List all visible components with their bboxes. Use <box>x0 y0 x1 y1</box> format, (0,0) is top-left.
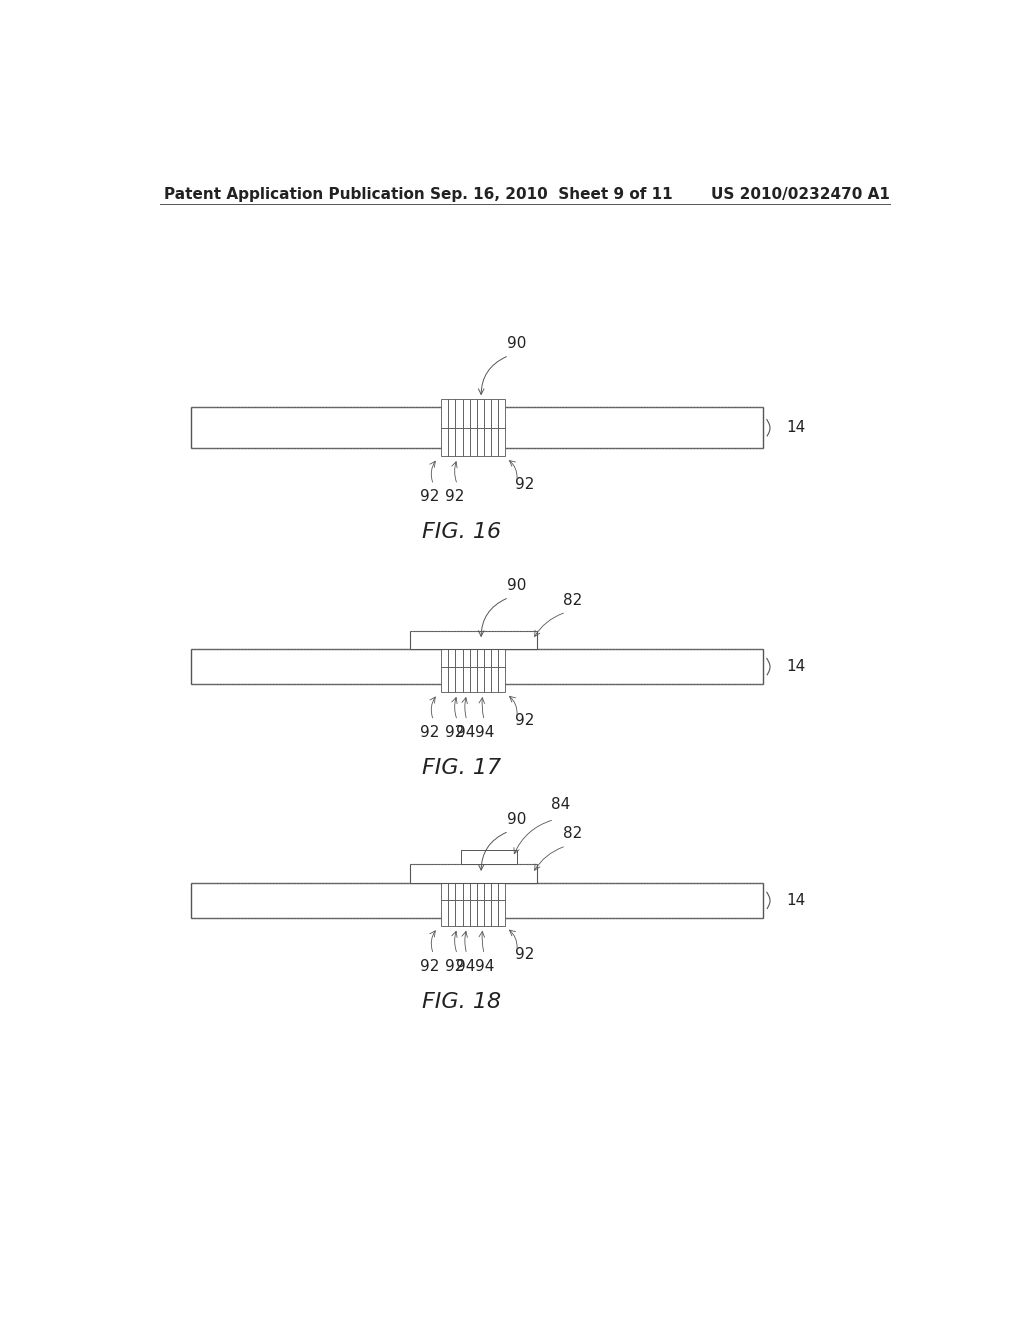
Text: 94: 94 <box>456 725 475 741</box>
Bar <box>492 875 499 900</box>
Bar <box>477 399 484 428</box>
Text: 94: 94 <box>456 958 475 974</box>
Text: FIG. 16: FIG. 16 <box>422 523 501 543</box>
Bar <box>191 883 763 919</box>
Bar <box>470 399 477 428</box>
Text: FIG. 18: FIG. 18 <box>422 993 501 1012</box>
Bar <box>463 900 470 925</box>
Bar <box>463 875 470 900</box>
Bar <box>191 649 763 684</box>
Text: 84: 84 <box>551 797 570 812</box>
Bar <box>456 399 463 428</box>
Text: Sep. 16, 2010  Sheet 9 of 11: Sep. 16, 2010 Sheet 9 of 11 <box>430 187 672 202</box>
Text: 92: 92 <box>515 946 535 962</box>
Bar <box>470 667 477 692</box>
Bar <box>441 428 449 457</box>
Text: 92: 92 <box>420 958 439 974</box>
Bar <box>456 900 463 925</box>
Bar <box>441 875 449 900</box>
Bar <box>492 399 499 428</box>
Text: 14: 14 <box>786 420 806 436</box>
Bar <box>191 408 763 447</box>
Bar <box>441 667 449 692</box>
Bar <box>499 667 506 692</box>
Bar <box>499 875 506 900</box>
Bar <box>456 428 463 457</box>
Bar <box>499 900 506 925</box>
Text: 92: 92 <box>515 477 535 492</box>
Bar <box>470 642 477 667</box>
Bar <box>463 399 470 428</box>
Text: 90: 90 <box>507 812 526 826</box>
Bar <box>463 642 470 667</box>
Bar <box>462 850 517 865</box>
Bar <box>484 399 492 428</box>
Text: 14: 14 <box>786 659 806 675</box>
Text: 92: 92 <box>420 725 439 741</box>
Text: 92: 92 <box>420 490 439 504</box>
Bar <box>456 875 463 900</box>
Bar <box>492 900 499 925</box>
Bar <box>492 428 499 457</box>
Text: 92: 92 <box>515 713 535 727</box>
Text: 92: 92 <box>445 490 465 504</box>
Bar <box>463 667 470 692</box>
Bar <box>449 900 456 925</box>
Bar <box>484 642 492 667</box>
Bar <box>456 642 463 667</box>
Bar <box>470 900 477 925</box>
Text: 94: 94 <box>475 725 494 741</box>
Bar <box>410 865 537 883</box>
Bar <box>477 428 484 457</box>
Text: 92: 92 <box>445 725 465 741</box>
Bar <box>449 428 456 457</box>
Text: US 2010/0232470 A1: US 2010/0232470 A1 <box>711 187 890 202</box>
Bar <box>499 642 506 667</box>
Text: 82: 82 <box>563 593 582 607</box>
Bar <box>470 875 477 900</box>
Bar <box>484 428 492 457</box>
Bar <box>484 667 492 692</box>
Bar <box>441 900 449 925</box>
Bar <box>477 875 484 900</box>
Bar <box>449 875 456 900</box>
Bar <box>492 667 499 692</box>
Bar <box>449 642 456 667</box>
Text: Patent Application Publication: Patent Application Publication <box>164 187 425 202</box>
Bar <box>492 642 499 667</box>
Bar <box>441 642 449 667</box>
Text: 92: 92 <box>445 958 465 974</box>
Bar <box>499 399 506 428</box>
Bar <box>470 428 477 457</box>
Bar <box>484 875 492 900</box>
Bar <box>477 900 484 925</box>
Bar <box>499 428 506 457</box>
Text: FIG. 17: FIG. 17 <box>422 758 501 779</box>
Text: 94: 94 <box>475 958 494 974</box>
Bar <box>441 399 449 428</box>
Bar <box>463 428 470 457</box>
Bar <box>477 642 484 667</box>
Text: 82: 82 <box>563 826 582 841</box>
Bar <box>449 399 456 428</box>
Text: 14: 14 <box>786 892 806 908</box>
Text: 90: 90 <box>507 335 526 351</box>
Text: 90: 90 <box>507 578 526 593</box>
Bar <box>484 900 492 925</box>
Bar <box>456 667 463 692</box>
Bar <box>410 631 537 649</box>
Bar <box>477 667 484 692</box>
Bar <box>449 667 456 692</box>
